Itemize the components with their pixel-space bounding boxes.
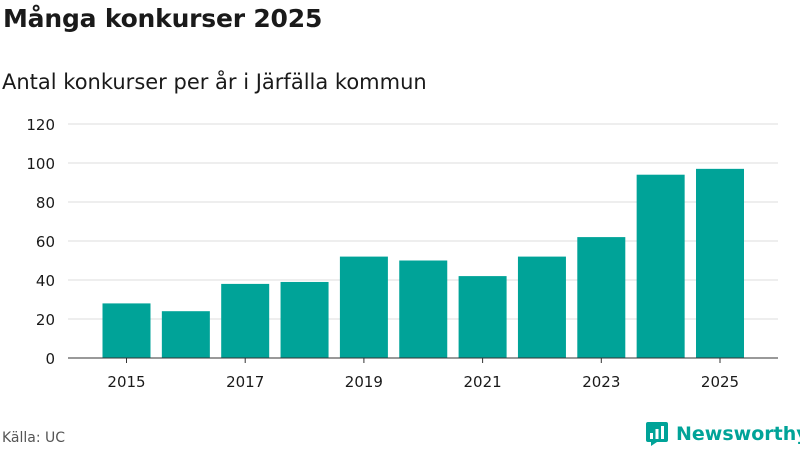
y-tick-label: 120	[26, 116, 55, 134]
bar-2016	[161, 311, 210, 358]
bar-2022	[517, 256, 566, 358]
x-tick-label: 2021	[464, 373, 502, 391]
bar-2023	[577, 237, 626, 358]
bar-2018	[280, 281, 329, 358]
x-tick-label: 2017	[226, 373, 264, 391]
newsworthy-logo-icon	[646, 422, 668, 446]
y-tick-label: 100	[26, 155, 55, 173]
bar-2025	[696, 168, 744, 358]
x-tick-label: 2025	[701, 373, 739, 391]
y-tick-label: 80	[36, 194, 55, 212]
bar-2015	[102, 303, 151, 358]
y-tick-label: 40	[36, 272, 55, 290]
y-tick-label: 60	[36, 233, 55, 251]
y-tick-label: 0	[45, 350, 55, 368]
chart-subtitle: Antal konkurser per år i Järfälla kommun	[2, 70, 427, 94]
bar-2019	[339, 256, 388, 358]
brand-logo: Newsworthy	[645, 421, 800, 447]
bar-2021	[458, 276, 507, 358]
source-note: Källa: UC	[2, 430, 66, 446]
bar-2017	[221, 283, 270, 358]
x-tick-label: 2019	[345, 373, 383, 391]
y-tick-label: 20	[36, 311, 55, 329]
bar-2024	[636, 174, 685, 358]
chart-title: Många konkurser 2025	[3, 4, 323, 33]
brand-name: Newsworthy	[676, 423, 800, 445]
x-tick-label: 2015	[107, 373, 145, 391]
x-tick-label: 2023	[582, 373, 620, 391]
bar-2020	[399, 260, 448, 358]
